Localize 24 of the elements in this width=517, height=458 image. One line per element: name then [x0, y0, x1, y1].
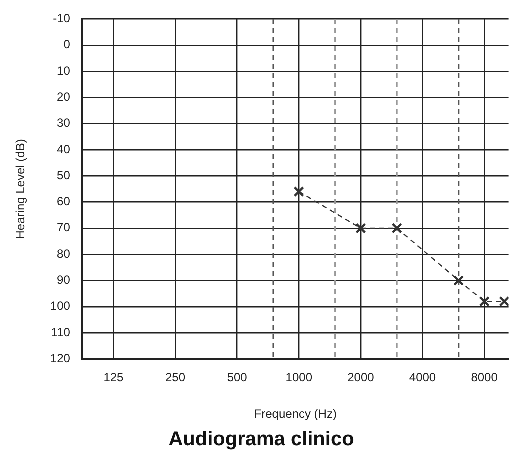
x-tick-label: 4000 [409, 370, 436, 385]
y-tick-label: -10 [53, 12, 71, 26]
y-axis-title: Hearing Level (dB) [14, 139, 28, 240]
y-tick-label: 20 [57, 90, 71, 104]
y-tick-label: 50 [57, 168, 71, 182]
y-tick-label: 60 [57, 194, 71, 209]
y-tick-label: 90 [57, 273, 71, 288]
y-tick-label: 40 [57, 142, 71, 156]
x-tick-label: 250 [166, 370, 186, 385]
y-tick-label: 70 [57, 220, 71, 235]
y-tick-label: 120 [50, 352, 71, 366]
y-tick-label: 10 [57, 64, 71, 78]
x-tick-label: 125 [104, 370, 124, 385]
y-tick-label: 110 [51, 325, 71, 340]
x-tick-label: 1000 [286, 370, 313, 385]
text: Audiograma clinico [168, 428, 354, 451]
x-tick-label: 500 [227, 370, 248, 385]
y-tick-label: 100 [50, 299, 71, 314]
x-tick-label: 8000 [471, 370, 498, 385]
y-tick-label: 80 [57, 246, 71, 261]
x-tick-label: 2000 [348, 370, 375, 385]
x-axis-title: Frequency (Hz) [254, 407, 337, 422]
y-tick-label: 0 [64, 38, 71, 52]
y-tick-label: 30 [57, 116, 71, 130]
